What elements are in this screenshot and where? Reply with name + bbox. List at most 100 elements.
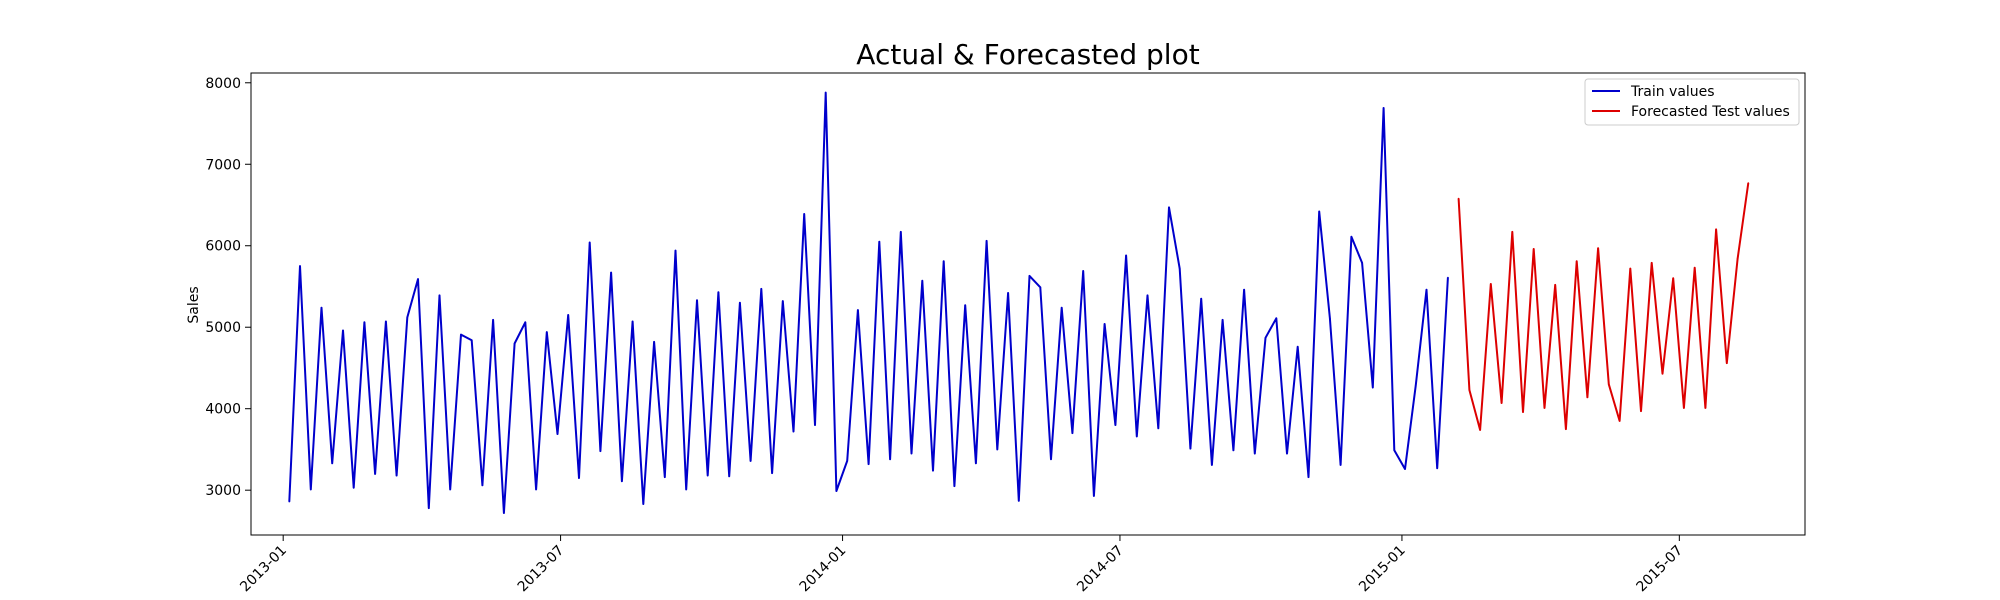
data-point bbox=[1339, 464, 1342, 466]
data-point bbox=[1747, 182, 1750, 184]
data-point bbox=[631, 320, 634, 323]
data-point bbox=[1071, 432, 1074, 434]
data-point bbox=[363, 321, 366, 324]
data-point bbox=[352, 486, 355, 489]
data-point bbox=[1629, 267, 1632, 270]
chart-title: Actual & Forecasted plot bbox=[856, 38, 1199, 71]
data-point bbox=[1683, 407, 1685, 409]
data-point bbox=[1028, 275, 1031, 277]
data-point bbox=[706, 474, 709, 477]
data-point bbox=[1457, 197, 1460, 200]
data-point bbox=[1296, 346, 1299, 348]
plot-frame bbox=[250, 72, 1806, 536]
data-point bbox=[1232, 449, 1235, 452]
x-tick-label: 2015-07 bbox=[1633, 543, 1686, 596]
data-point bbox=[1093, 495, 1095, 497]
data-point bbox=[621, 480, 623, 483]
data-point bbox=[1500, 402, 1503, 404]
data-point bbox=[1393, 449, 1396, 452]
data-point bbox=[1318, 210, 1320, 213]
data-point bbox=[449, 488, 452, 491]
data-point bbox=[1082, 270, 1084, 272]
data-point bbox=[1146, 294, 1149, 297]
data-point bbox=[760, 288, 763, 290]
series-line-0 bbox=[288, 91, 1449, 514]
data-point bbox=[503, 512, 505, 514]
data-point bbox=[728, 475, 730, 478]
data-point bbox=[1693, 266, 1696, 269]
data-point bbox=[674, 249, 677, 252]
data-point bbox=[535, 488, 537, 491]
data-point bbox=[1157, 427, 1160, 430]
data-point bbox=[1736, 258, 1739, 260]
data-point bbox=[1650, 262, 1653, 264]
data-point bbox=[1178, 267, 1181, 270]
data-point bbox=[1640, 410, 1642, 412]
data-point bbox=[1726, 362, 1728, 364]
data-point bbox=[1103, 323, 1106, 325]
legend: Train values Forecasted Test values bbox=[1584, 78, 1800, 126]
data-point bbox=[460, 333, 462, 336]
data-point bbox=[824, 91, 827, 94]
data-point bbox=[1672, 277, 1674, 280]
data-point bbox=[1425, 288, 1428, 291]
x-tick-label: 2013-01 bbox=[237, 543, 290, 596]
data-point bbox=[1554, 284, 1556, 286]
data-point bbox=[932, 469, 934, 472]
legend-label-forecast: Forecasted Test values bbox=[1631, 104, 1790, 120]
data-point bbox=[1221, 319, 1224, 321]
data-point bbox=[857, 309, 859, 311]
y-tick-label: 3000 bbox=[205, 483, 241, 499]
data-point bbox=[953, 485, 956, 487]
data-point bbox=[803, 213, 805, 215]
data-point bbox=[406, 316, 409, 319]
data-point bbox=[1414, 385, 1417, 387]
data-point bbox=[749, 460, 752, 462]
data-point bbox=[996, 448, 999, 451]
x-axis: 2013-01 2013-07 2014-01 2014-07 2015-01 2015-… bbox=[237, 535, 1686, 595]
data-point bbox=[1372, 386, 1374, 389]
data-point bbox=[792, 430, 795, 433]
data-point bbox=[900, 231, 902, 233]
data-point bbox=[342, 329, 344, 332]
data-point bbox=[1586, 396, 1589, 399]
data-point bbox=[717, 291, 720, 294]
data-point bbox=[642, 503, 645, 505]
data-point bbox=[1114, 424, 1117, 426]
data-point bbox=[782, 300, 784, 302]
data-point bbox=[1264, 337, 1267, 339]
data-point bbox=[578, 477, 580, 479]
data-point bbox=[1565, 428, 1567, 430]
data-point bbox=[546, 331, 548, 333]
data-point bbox=[1211, 464, 1213, 466]
data-point bbox=[1136, 435, 1138, 438]
y-tick-label: 5000 bbox=[205, 320, 241, 336]
data-point bbox=[814, 424, 816, 426]
data-point bbox=[1168, 206, 1170, 209]
x-tick-label: 2013-07 bbox=[515, 543, 568, 596]
data-point bbox=[664, 476, 666, 478]
data-point bbox=[1329, 317, 1331, 320]
legend-label-train: Train values bbox=[1630, 84, 1715, 100]
x-tick-label: 2014-01 bbox=[797, 543, 850, 596]
data-point bbox=[428, 507, 430, 509]
data-point bbox=[846, 460, 848, 462]
data-point bbox=[599, 450, 602, 452]
y-tick-label: 6000 bbox=[205, 239, 241, 255]
data-point bbox=[1018, 500, 1020, 502]
data-point bbox=[685, 488, 687, 491]
data-point bbox=[1490, 283, 1492, 285]
series-line-1 bbox=[1457, 182, 1750, 431]
data-point bbox=[964, 304, 966, 307]
data-point bbox=[1575, 260, 1578, 263]
x-tick-label: 2014-07 bbox=[1074, 543, 1127, 596]
data-point bbox=[1254, 452, 1256, 455]
data-point bbox=[1189, 447, 1192, 450]
data-point bbox=[889, 458, 891, 461]
data-point bbox=[310, 488, 312, 491]
y-axis: 3000 4000 5000 6000 7000 8000 bbox=[205, 76, 251, 499]
data-point bbox=[739, 302, 741, 304]
data-point bbox=[921, 280, 924, 282]
